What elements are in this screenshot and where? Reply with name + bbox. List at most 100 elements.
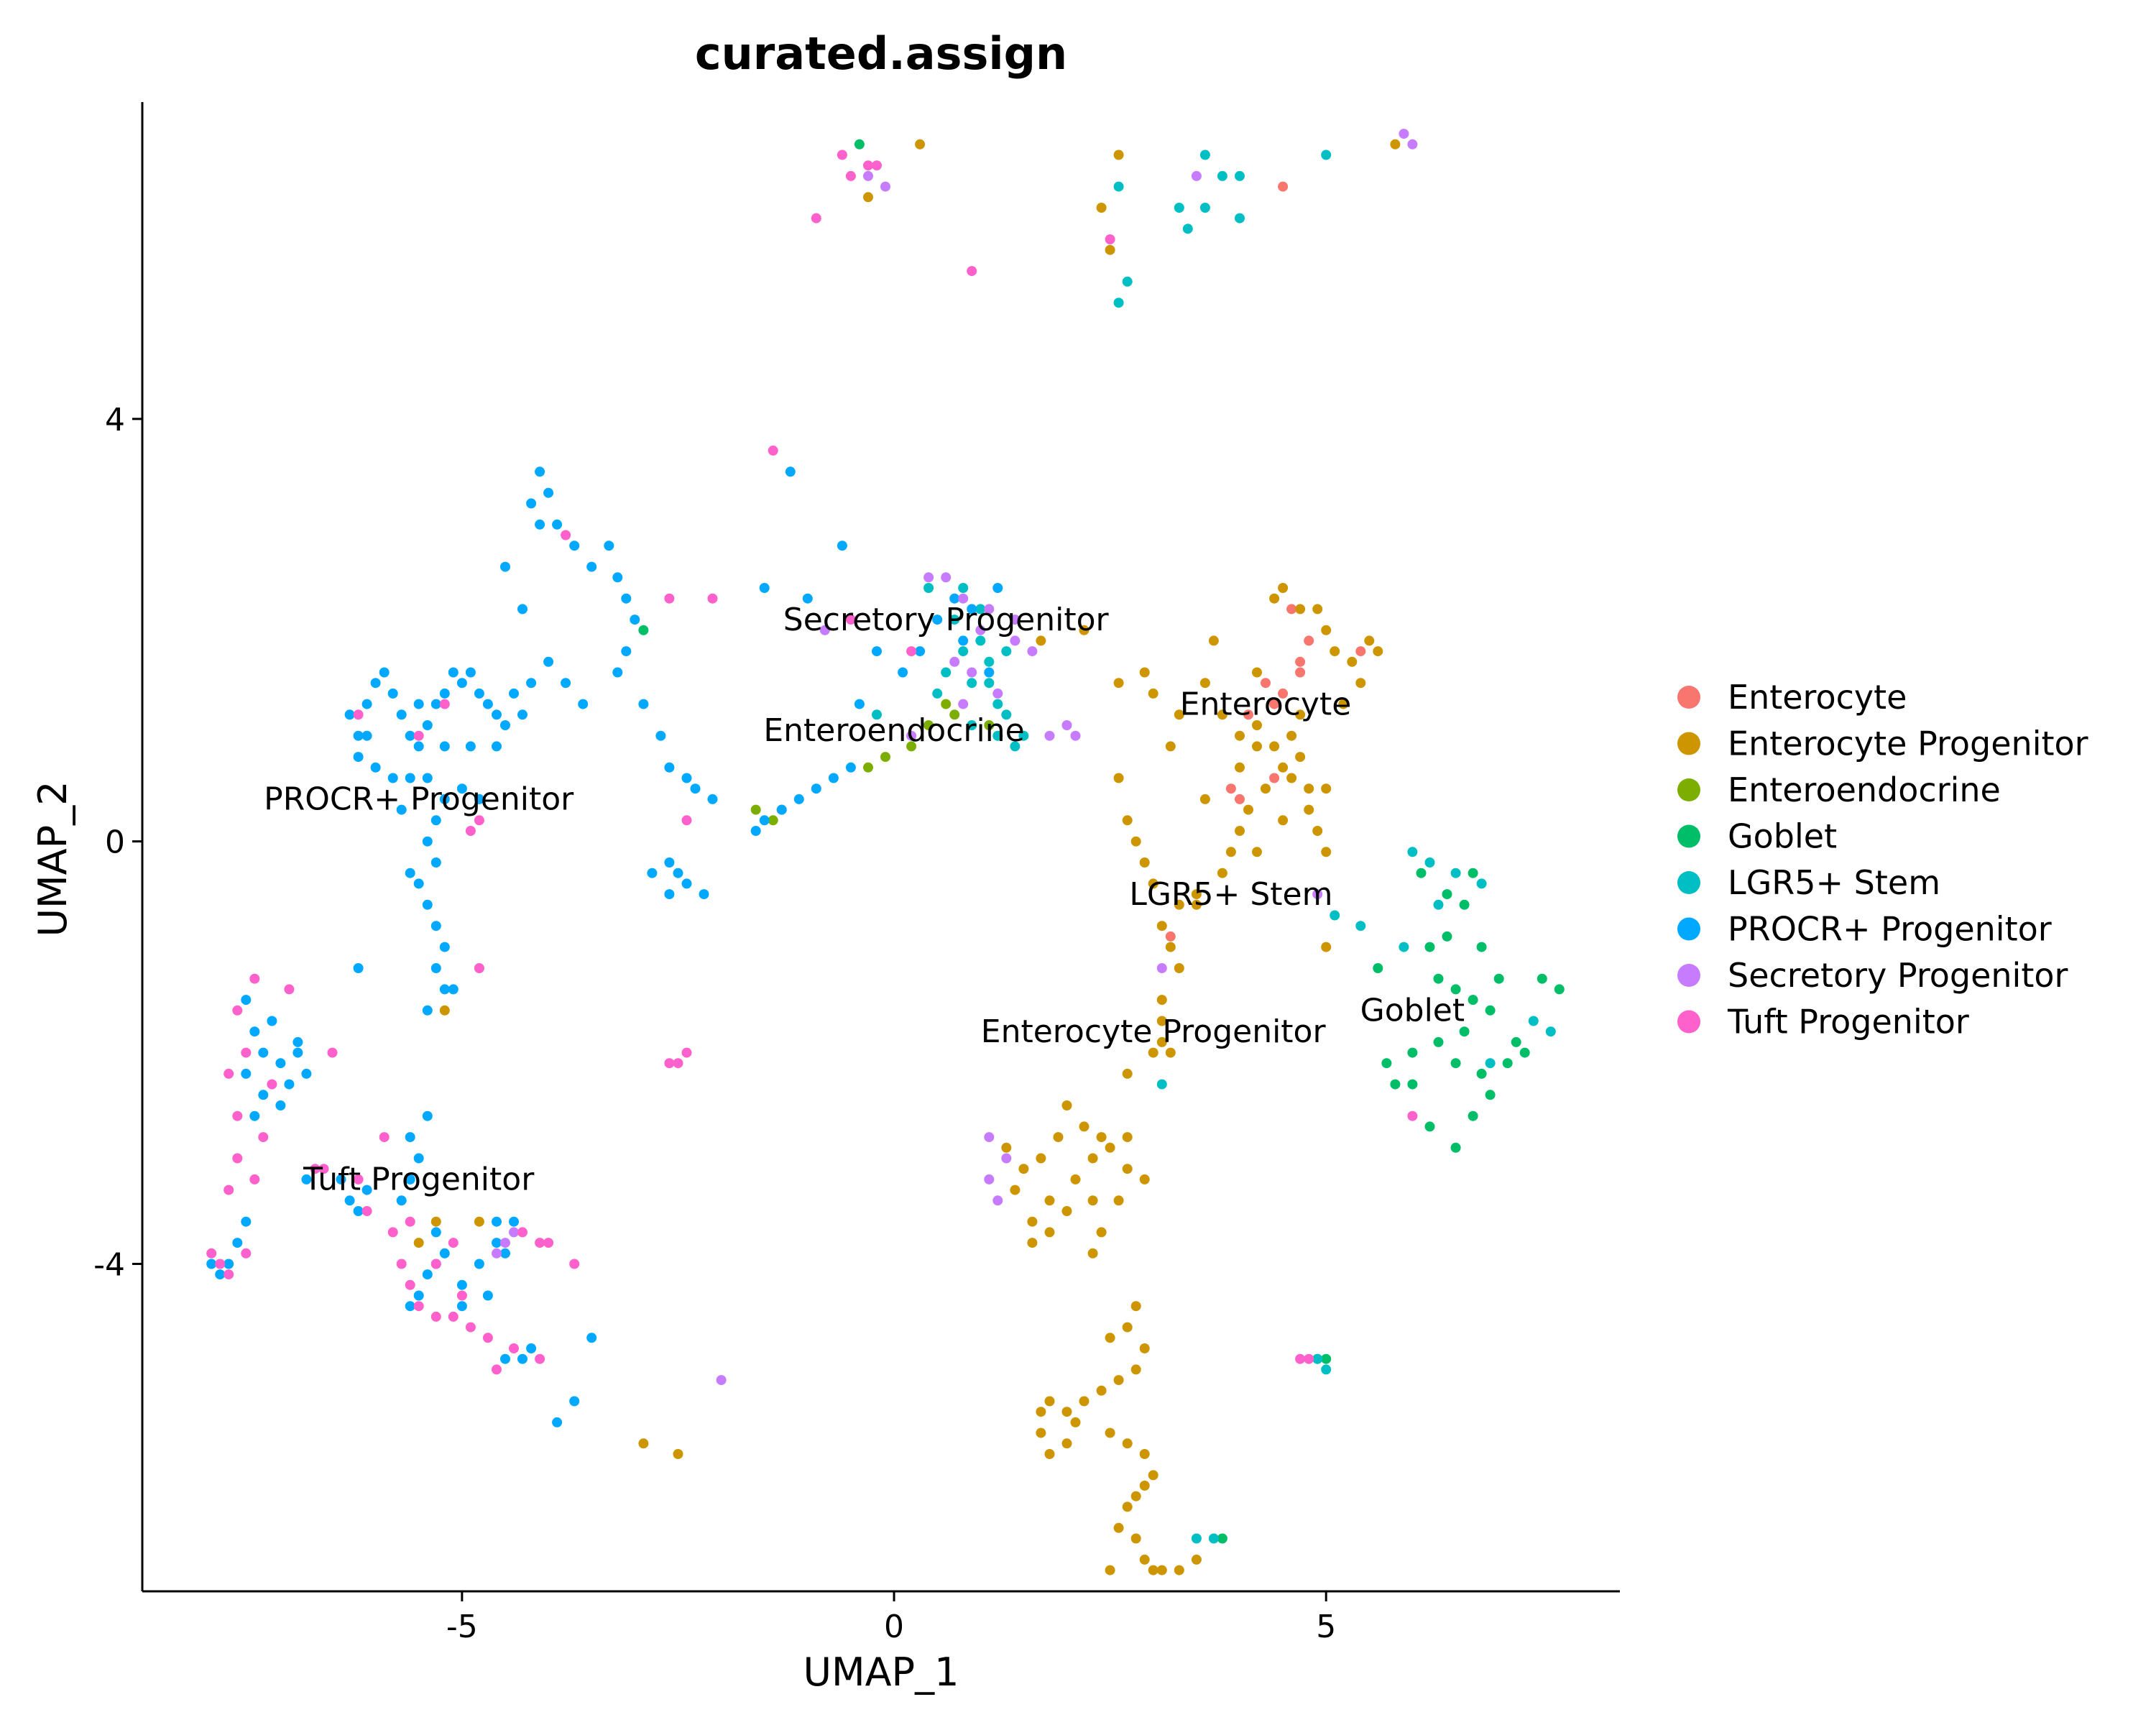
data-point [1304,804,1314,815]
data-point [1165,1047,1176,1058]
data-point [413,1301,424,1312]
data-point [1519,1047,1530,1058]
data-point [992,688,1003,699]
data-point [509,1227,519,1238]
data-point [1036,1427,1046,1438]
data-point [759,815,770,826]
data-point [1070,1174,1081,1184]
data-point [232,1005,243,1016]
data-point [465,1322,476,1333]
series-4 [872,150,1556,1544]
data-point [1148,1565,1158,1576]
data-point [1390,139,1401,150]
data-point [413,1238,424,1248]
data-point [819,625,830,635]
data-point [1105,1427,1115,1438]
data-point [422,720,433,730]
data-point [1321,1364,1332,1375]
data-point [1113,181,1124,192]
data-point [1148,688,1158,699]
data-point [811,783,821,794]
data-point [1148,878,1158,889]
data-point [405,730,415,741]
legend-key [1677,964,1700,987]
data-point [828,773,839,783]
data-point [1286,730,1297,741]
data-point [1027,1238,1038,1248]
data-point [526,678,537,689]
data-point [1036,1153,1046,1164]
data-point [664,889,675,900]
data-point [1252,741,1262,752]
data-point [430,1259,441,1269]
data-point [517,1227,528,1238]
data-point [543,656,554,667]
y-tick-label: -4 [93,1246,125,1283]
data-point [413,1290,424,1301]
data-point [569,1396,580,1407]
data-point [1156,1565,1167,1576]
data-point [249,1026,260,1037]
data-point [361,730,372,741]
data-point [1373,646,1383,657]
cluster-label: Enterocyte [1180,686,1352,722]
data-point [1130,1533,1141,1544]
data-point [1087,1153,1098,1164]
data-point [845,615,856,625]
data-point [681,1047,692,1058]
data-point [837,540,847,551]
data-point [673,1449,683,1459]
data-point [949,709,960,720]
data-point [681,773,692,783]
data-point [863,160,873,171]
data-point [405,868,415,878]
data-point [422,1269,433,1280]
data-point [439,942,450,952]
data-point [1156,1036,1167,1047]
legend-key [1677,871,1700,894]
data-point [941,667,952,678]
data-point [552,519,563,530]
data-point [1199,794,1210,804]
data-point [1554,984,1565,995]
data-point [1485,1058,1496,1069]
data-point [1122,815,1133,826]
data-point [275,1100,286,1110]
data-point [474,1259,484,1269]
data-point [664,593,675,604]
legend-item: Enterocyte Progenitor [1677,724,2088,763]
cluster-labels: Secretory Progenitor Enterocyte Enteroendo… [264,602,1465,1198]
data-point [681,815,692,826]
data-point [1174,203,1184,213]
data-point [430,921,441,932]
data-point [681,878,692,889]
legend-key [1677,824,1700,848]
data-point [336,1174,346,1184]
data-point [1113,773,1124,783]
data-point [1235,213,1245,224]
data-point [1156,1016,1167,1026]
data-point [1044,1396,1055,1407]
data-point [422,1005,433,1016]
data-point [379,667,390,678]
data-point [992,730,1003,741]
data-point [232,1110,243,1121]
data-point [984,1132,995,1143]
data-point [1450,1058,1461,1069]
data-point [802,593,813,604]
data-point [811,213,821,224]
data-point [1191,1554,1202,1565]
data-point [1148,1470,1158,1481]
data-point [439,1005,450,1016]
data-point [915,139,926,150]
data-point [1269,699,1280,709]
data-point [1399,942,1409,952]
data-point [517,1353,528,1364]
data-point [526,1343,537,1353]
chart-title: curated.assign [695,27,1067,80]
data-point [353,730,364,741]
data-point [967,667,977,678]
data-point [1122,1068,1133,1079]
data-point [1001,709,1012,720]
